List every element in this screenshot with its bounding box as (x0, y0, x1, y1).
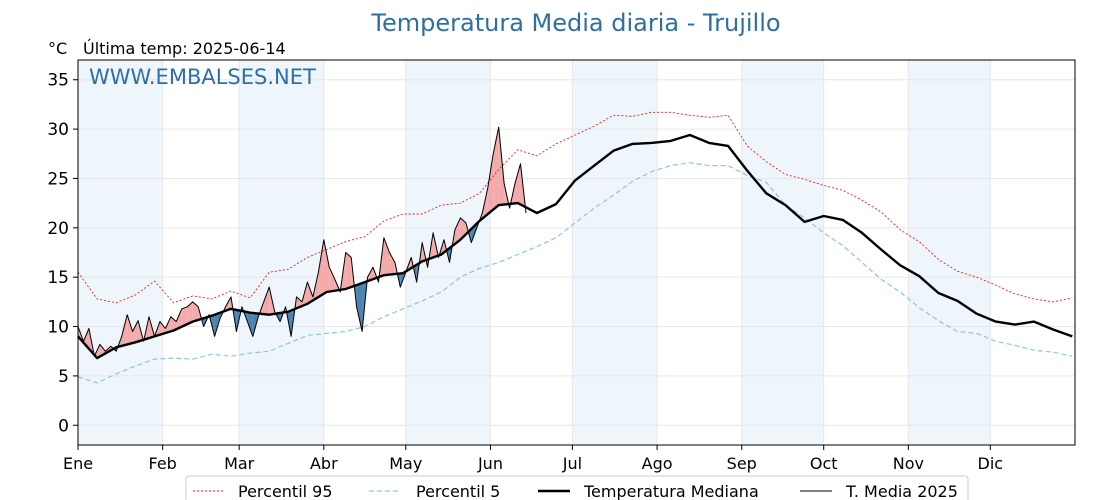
anomaly-above (159, 321, 166, 335)
y-tick-label-35: 35 (47, 71, 69, 91)
month-band-Jul (572, 60, 658, 445)
anomaly-above (383, 237, 390, 276)
anomaly-above (307, 282, 313, 304)
anomaly-above (127, 314, 133, 345)
unit-label: °C (48, 39, 67, 58)
anomaly-above (263, 287, 270, 315)
y-axis: 0 5 10 15 20 25 30 35 (47, 71, 78, 436)
legend: Percentil 95 Percentil 5 Temperatura Med… (185, 475, 969, 500)
y-tick-label-0: 0 (58, 416, 69, 436)
series-line-p95 (77, 111, 1073, 304)
x-tick-label-Abr: Abr (310, 454, 338, 473)
grid (77, 60, 1075, 445)
month-band-Ene (78, 60, 163, 445)
anomaly-below (247, 312, 253, 337)
y-tick-label-5: 5 (58, 367, 69, 387)
x-tick-label-Mar: Mar (224, 454, 255, 473)
anomaly-above (187, 301, 193, 325)
series-lines (77, 111, 1073, 384)
anomaly-above (329, 267, 335, 292)
anomaly-above (487, 153, 494, 215)
y-tick-label-15: 15 (47, 268, 69, 288)
y-tick-label-20: 20 (47, 219, 69, 239)
last-temp-label: Última temp: 2025-06-14 (83, 39, 286, 58)
anomaly-below (356, 283, 363, 332)
anomaly-above (498, 127, 505, 206)
month-band-Sep (741, 60, 824, 445)
month-bands (78, 60, 991, 445)
x-axis: Ene Feb Mar Abr May Jun Jul Ago Sep Oct Nov Dic (63, 445, 1003, 473)
x-tick-label-Oct: Oct (810, 454, 838, 473)
x-tick-label-Ago: Ago (642, 454, 673, 473)
legend-label-current: T. Media 2025 (845, 482, 958, 500)
anomaly-above (192, 301, 199, 322)
series-line-p5 (77, 162, 1073, 384)
chart-title: Temperatura Media diaria - Trujillo (370, 9, 780, 37)
anomaly-above (454, 217, 461, 244)
month-band-Mar (239, 60, 324, 445)
series-line-current (77, 126, 527, 357)
legend-frame (185, 475, 969, 500)
watermark: WWW.EMBALSES.NET (89, 65, 316, 89)
anomaly-above (132, 320, 139, 344)
legend-label-median: Temperatura Mediana (583, 482, 759, 500)
plot-frame (77, 59, 1076, 446)
y-tick-label-30: 30 (47, 120, 69, 140)
anomaly-above (181, 306, 188, 327)
x-tick-label-Feb: Feb (149, 454, 177, 473)
legend-label-p5: Percentil 5 (416, 482, 500, 500)
anomaly-above (318, 239, 324, 298)
anomaly-above (176, 308, 182, 330)
y-tick-label-25: 25 (47, 169, 69, 189)
anomaly-above (345, 252, 352, 290)
x-tick-label-Sep: Sep (727, 454, 757, 473)
y-tick-label-10: 10 (47, 318, 69, 338)
x-tick-label-Jun: Jun (477, 454, 503, 473)
anomaly-above (389, 252, 395, 275)
anomaly-above (121, 314, 128, 346)
x-tick-label-Ene: Ene (63, 454, 93, 473)
x-tick-label-Nov: Nov (893, 454, 924, 473)
anomaly-above (323, 239, 330, 294)
x-tick-label-Dic: Dic (978, 454, 1004, 473)
anomaly-above (515, 163, 521, 205)
legend-label-p95: Percentil 95 (238, 482, 333, 500)
anomaly-above (170, 316, 177, 332)
x-tick-label-Jul: Jul (562, 454, 582, 473)
x-tick-label-May: May (389, 454, 422, 473)
month-band-Nov (908, 60, 991, 445)
